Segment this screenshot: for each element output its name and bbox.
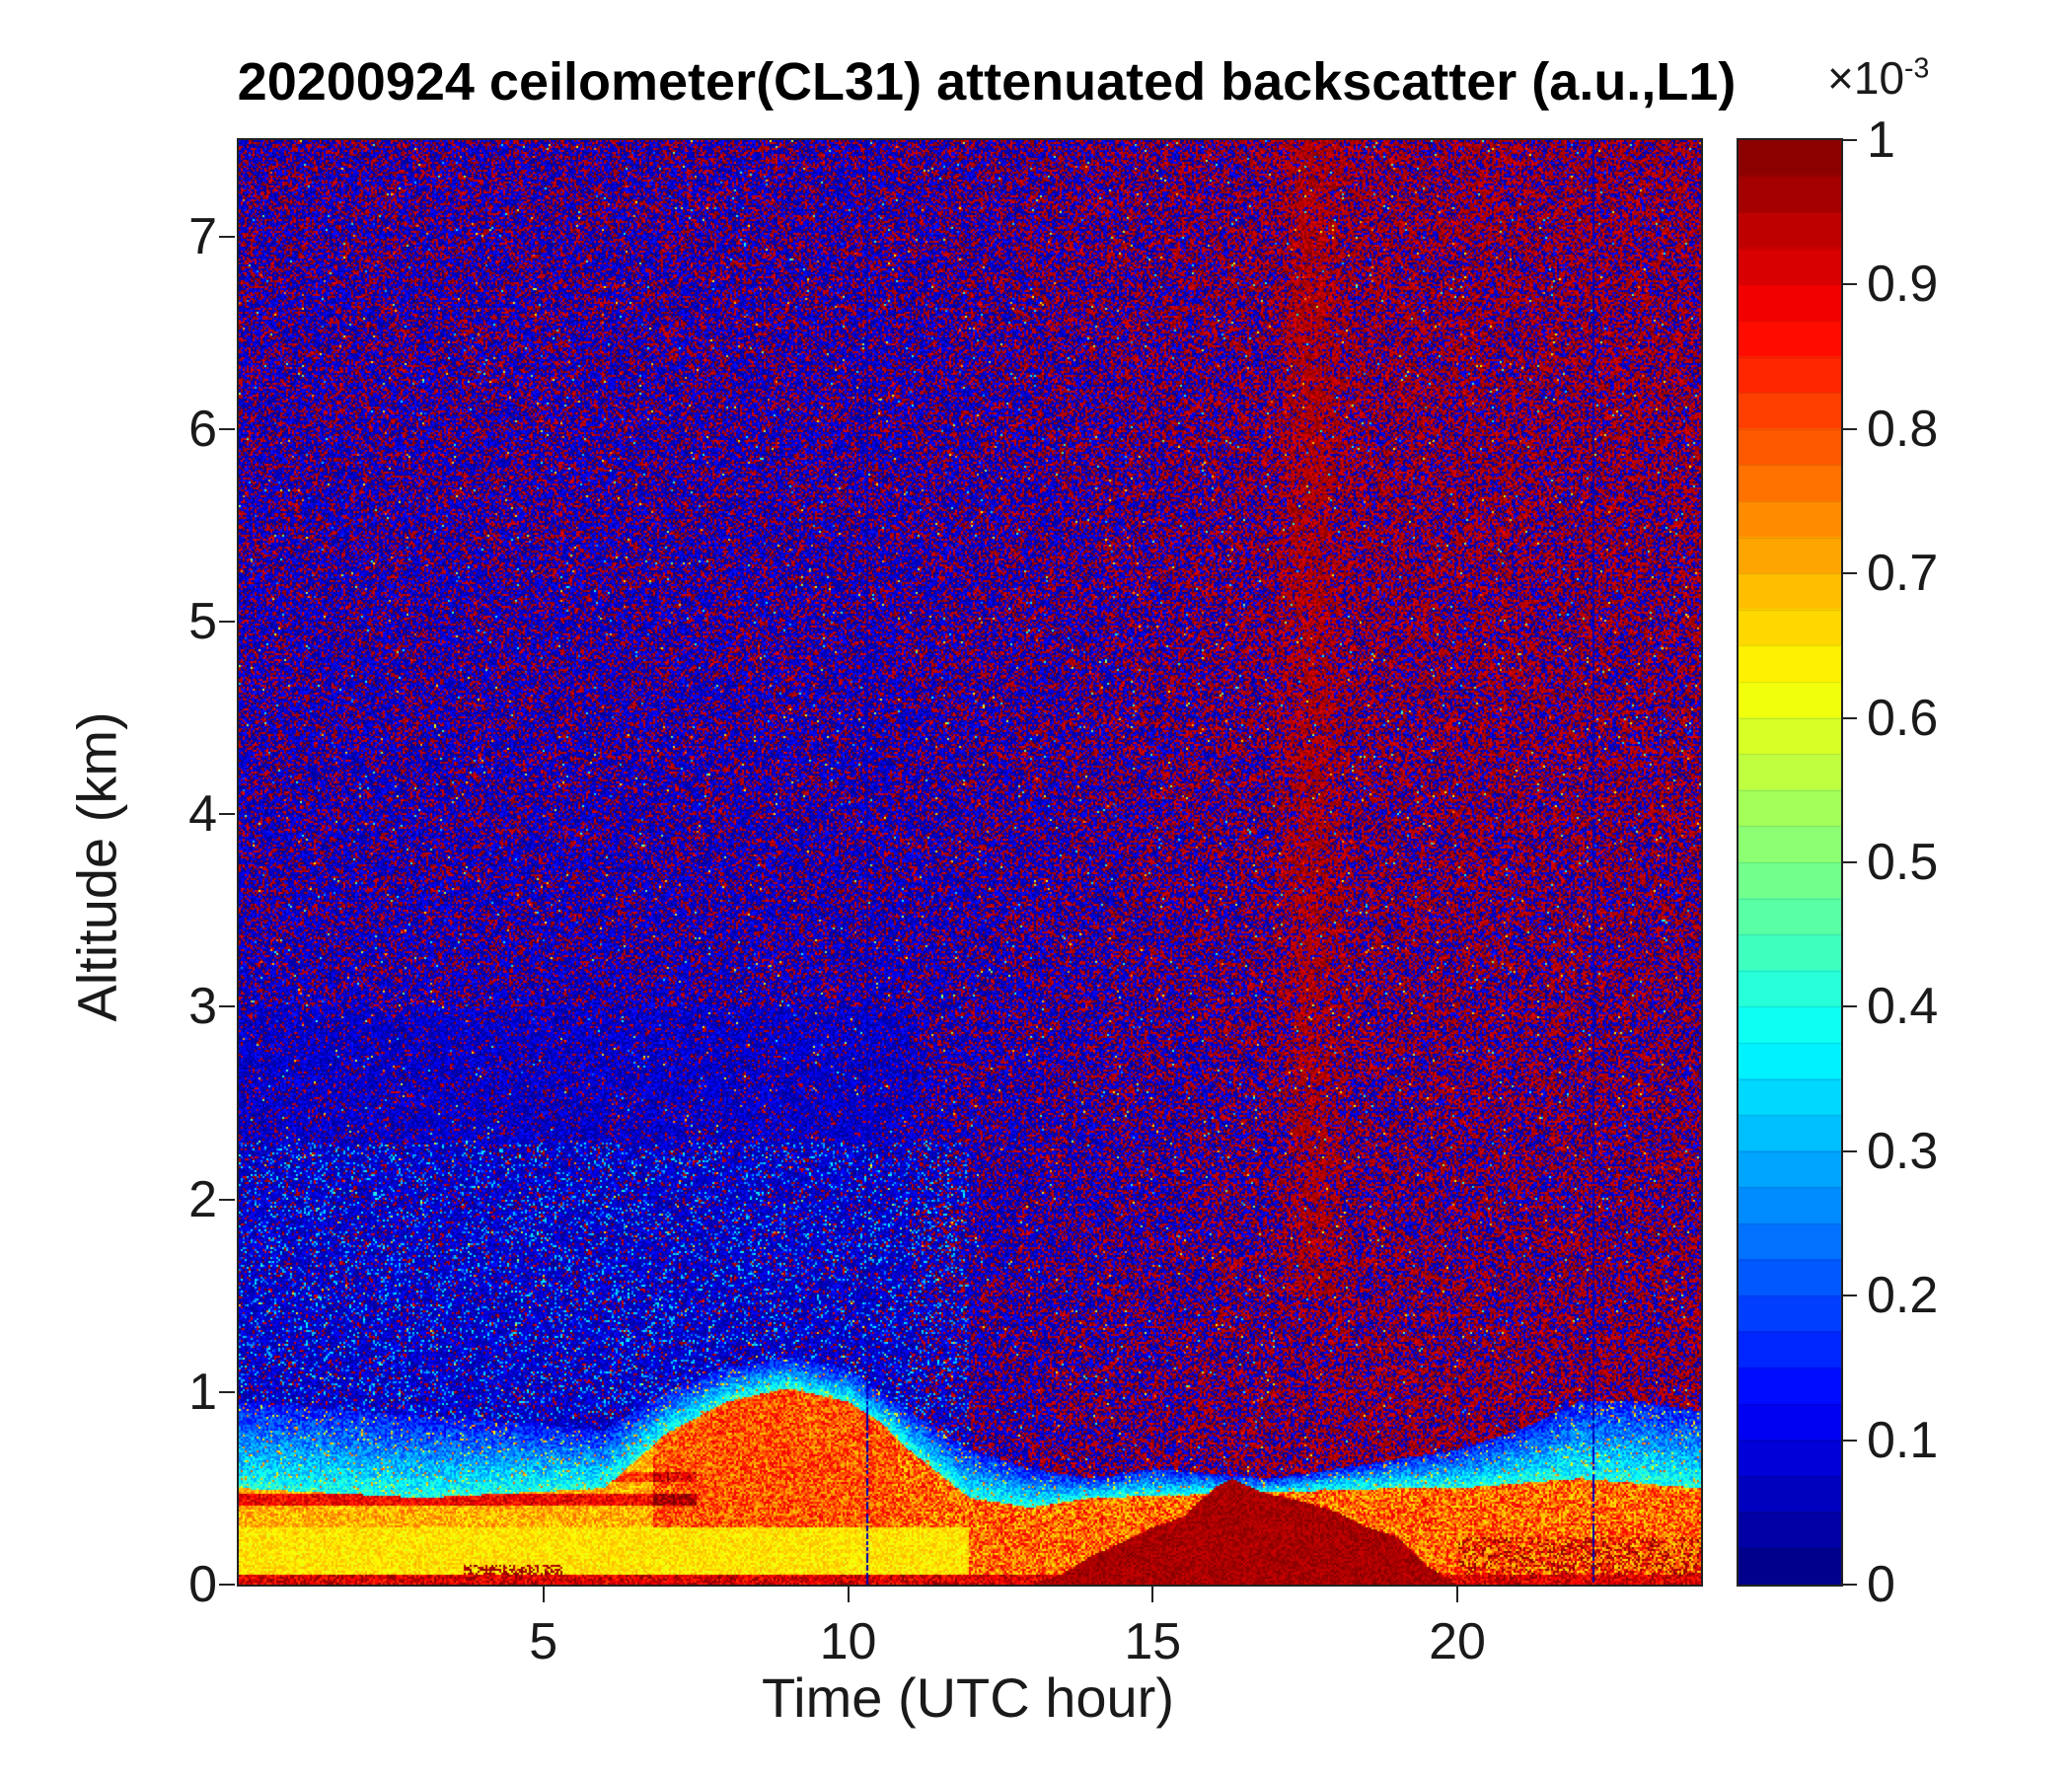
y-tick-mark [219,235,235,238]
backscatter-heatmap [239,140,1701,1585]
colorbar-tick-label: 0.9 [1867,256,1939,314]
y-tick-mark [219,621,235,623]
colorbar-tick-mark [1843,1295,1857,1297]
colorbar-exponent-power: -3 [1904,52,1930,85]
colorbar-tick-label: 0.1 [1867,1411,1939,1469]
colorbar-tick-mark [1843,1439,1857,1442]
y-tick-label: 1 [188,1363,217,1421]
plot-area [237,138,1703,1587]
y-tick-label: 4 [188,785,217,844]
x-axis-label: Time (UTC hour) [762,1666,1174,1729]
y-tick-mark [219,1005,235,1008]
colorbar-gradient [1739,140,1841,1585]
colorbar-tick-mark [1843,861,1857,863]
colorbar-tick-label: 0.7 [1867,545,1939,603]
x-tick-mark [1456,1587,1458,1602]
y-tick-label: 2 [188,1170,217,1228]
y-axis-label: Altitude (km) [65,711,128,1022]
x-tick-mark [1151,1587,1154,1602]
x-tick-label: 15 [1124,1613,1182,1670]
y-tick-mark [219,1198,235,1201]
colorbar-tick-label: 1 [1867,111,1895,169]
colorbar-tick-mark [1843,283,1857,286]
x-tick-mark [542,1587,545,1602]
x-tick-label: 5 [529,1613,558,1670]
colorbar-tick-label: 0.4 [1867,978,1939,1036]
colorbar-exponent-label: ×10-3 [1827,51,1929,105]
colorbar-tick-mark [1843,427,1857,430]
y-tick-label: 5 [188,593,217,650]
y-tick-mark [219,1584,235,1586]
colorbar-tick-label: 0 [1867,1556,1895,1613]
y-tick-mark [219,1390,235,1393]
x-tick-label: 20 [1429,1613,1486,1670]
colorbar-tick-label: 0.6 [1867,689,1939,747]
colorbar-tick-mark [1843,1584,1857,1586]
y-tick-label: 6 [188,400,217,458]
colorbar-exponent-base: ×10 [1827,52,1905,104]
colorbar [1737,138,1843,1587]
x-tick-label: 10 [819,1613,877,1670]
colorbar-tick-mark [1843,716,1857,719]
colorbar-tick-mark [1843,139,1857,141]
colorbar-tick-label: 0.2 [1867,1267,1939,1325]
y-tick-mark [219,427,235,430]
colorbar-tick-label: 0.5 [1867,834,1939,891]
colorbar-tick-label: 0.8 [1867,400,1939,458]
chart-title: 20200924 ceilometer(CL31) attenuated bac… [237,52,1737,111]
y-tick-label: 0 [188,1556,217,1613]
colorbar-tick-label: 0.3 [1867,1122,1939,1180]
y-tick-mark [219,813,235,816]
y-tick-label: 3 [188,978,217,1036]
x-tick-mark [847,1587,850,1602]
colorbar-tick-mark [1843,1149,1857,1152]
colorbar-tick-mark [1843,572,1857,575]
y-tick-label: 7 [188,207,217,265]
colorbar-tick-mark [1843,1005,1857,1008]
